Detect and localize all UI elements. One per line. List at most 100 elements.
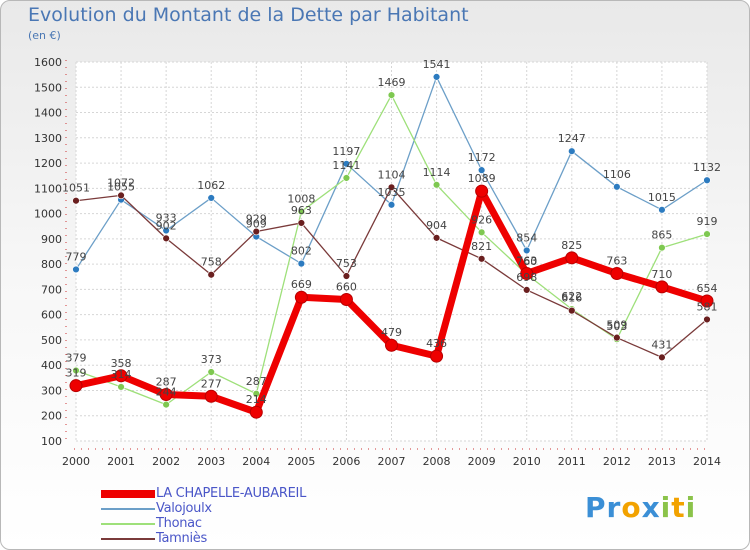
data-label: 758 (201, 256, 222, 269)
data-label: 902 (156, 219, 177, 232)
data-label: 660 (336, 281, 357, 294)
y-tick-label: 300 (41, 384, 62, 397)
data-label: 581 (697, 300, 718, 313)
y-tick-label: 700 (41, 283, 62, 296)
data-point (523, 286, 531, 294)
legend-swatch (101, 508, 155, 510)
data-point (477, 255, 486, 263)
data-point (477, 166, 486, 174)
data-label: 1541 (423, 58, 451, 71)
y-tick-label: 400 (41, 359, 62, 372)
data-point (613, 183, 621, 191)
data-label: 479 (381, 326, 402, 339)
chart-title: Evolution du Montant de la Dette par Hab… (28, 4, 469, 26)
data-label: 1197 (332, 145, 360, 158)
data-label: 287 (246, 375, 267, 388)
data-label: 865 (651, 229, 672, 242)
y-tick-label: 1100 (34, 182, 62, 195)
data-point (432, 181, 441, 189)
data-label: 760 (516, 255, 537, 268)
x-tick-label: 2008 (423, 455, 451, 468)
data-point (339, 293, 353, 307)
data-label: 854 (516, 231, 537, 244)
data-label: 929 (246, 213, 267, 226)
data-label: 1172 (468, 151, 496, 164)
data-label: 373 (201, 353, 222, 366)
data-label: 319 (66, 367, 87, 380)
y-tick-label: 200 (41, 410, 62, 423)
y-tick-label: 1600 (34, 56, 62, 69)
y-tick-label: 1000 (34, 208, 62, 221)
data-label: 314 (111, 368, 132, 381)
data-point (432, 234, 441, 242)
data-point (387, 183, 396, 192)
data-label: 710 (651, 268, 672, 281)
x-tick-label: 2001 (107, 455, 135, 468)
data-label: 1132 (693, 161, 721, 174)
legend-label: Thonac (156, 516, 202, 531)
data-label: 1051 (62, 182, 90, 195)
data-point (655, 280, 669, 294)
x-tick-label: 2004 (242, 455, 270, 468)
x-tick-label: 2006 (332, 455, 360, 468)
data-label: 909 (246, 218, 267, 231)
data-label: 1104 (378, 168, 406, 181)
data-label: 277 (201, 377, 222, 390)
data-point (432, 73, 441, 81)
x-tick-label: 2005 (287, 455, 315, 468)
data-point (297, 219, 306, 227)
data-point (207, 194, 215, 202)
data-point (72, 366, 80, 375)
data-point (568, 306, 576, 315)
data-point (387, 201, 396, 209)
data-label: 698 (516, 271, 537, 284)
x-tick-label: 2011 (558, 455, 586, 468)
data-point (252, 227, 260, 236)
data-label: 1469 (378, 76, 406, 89)
data-label: 933 (156, 212, 177, 225)
data-point (520, 266, 534, 280)
data-label: 244 (156, 386, 177, 399)
data-label: 963 (291, 204, 312, 217)
data-point (430, 349, 444, 363)
data-point (72, 197, 80, 205)
data-point (658, 206, 666, 214)
data-point (72, 265, 80, 274)
data-point (658, 353, 666, 362)
y-tick-label: 1200 (34, 157, 62, 170)
y-tick-label: 100 (41, 435, 62, 448)
data-label: 509 (606, 319, 627, 332)
data-point (252, 390, 260, 398)
data-label: 926 (471, 213, 492, 226)
y-tick-label: 1400 (34, 107, 62, 120)
data-label: 1055 (107, 181, 135, 194)
data-point (342, 174, 351, 182)
data-label: 779 (66, 250, 87, 263)
data-label: 669 (291, 278, 312, 291)
chart-subtitle: (en €) (28, 29, 61, 42)
proxiti-logo: Proxiti (585, 491, 697, 524)
data-label: 1089 (468, 172, 496, 185)
data-label: 654 (697, 282, 718, 295)
y-tick-label: 800 (41, 258, 62, 271)
legend-swatch (101, 538, 155, 540)
y-tick-label: 500 (41, 334, 62, 347)
data-label: 436 (426, 337, 447, 350)
data-label: 753 (336, 257, 357, 270)
data-point (117, 191, 125, 200)
data-point (69, 379, 83, 393)
data-label: 825 (561, 239, 582, 252)
legend-label: Tamniès (156, 531, 207, 546)
data-label: 616 (561, 292, 582, 305)
data-label: 904 (426, 219, 447, 232)
data-point (162, 234, 170, 243)
data-label: 287 (156, 376, 177, 389)
y-tick-label: 600 (41, 309, 62, 322)
x-tick-label: 2012 (603, 455, 631, 468)
data-point (162, 226, 170, 235)
data-label: 763 (516, 254, 537, 267)
data-label: 1015 (648, 191, 676, 204)
data-label: 431 (651, 338, 672, 351)
data-point (297, 207, 306, 216)
